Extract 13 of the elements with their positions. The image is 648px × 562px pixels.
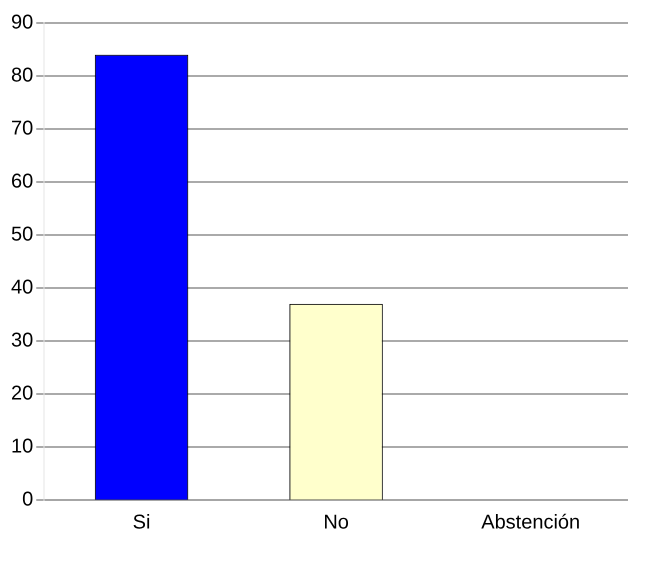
x-tick-label: Si [132,512,150,534]
y-tick-label: 70 [10,118,34,140]
y-tick-label: 20 [10,382,34,405]
x-tick-label: No [323,512,349,534]
y-tick-label: 90 [10,12,34,34]
y-tick-label: 60 [10,170,34,193]
y-tick-label: 0 [22,488,34,511]
x-tick-label: Abstención [481,512,580,534]
y-tick-label: 50 [10,224,34,246]
y-tick-label: 80 [10,64,34,87]
y-tick-label: 30 [10,330,34,352]
y-tick-label: 40 [10,276,34,299]
y-tick-label: 10 [10,436,34,458]
